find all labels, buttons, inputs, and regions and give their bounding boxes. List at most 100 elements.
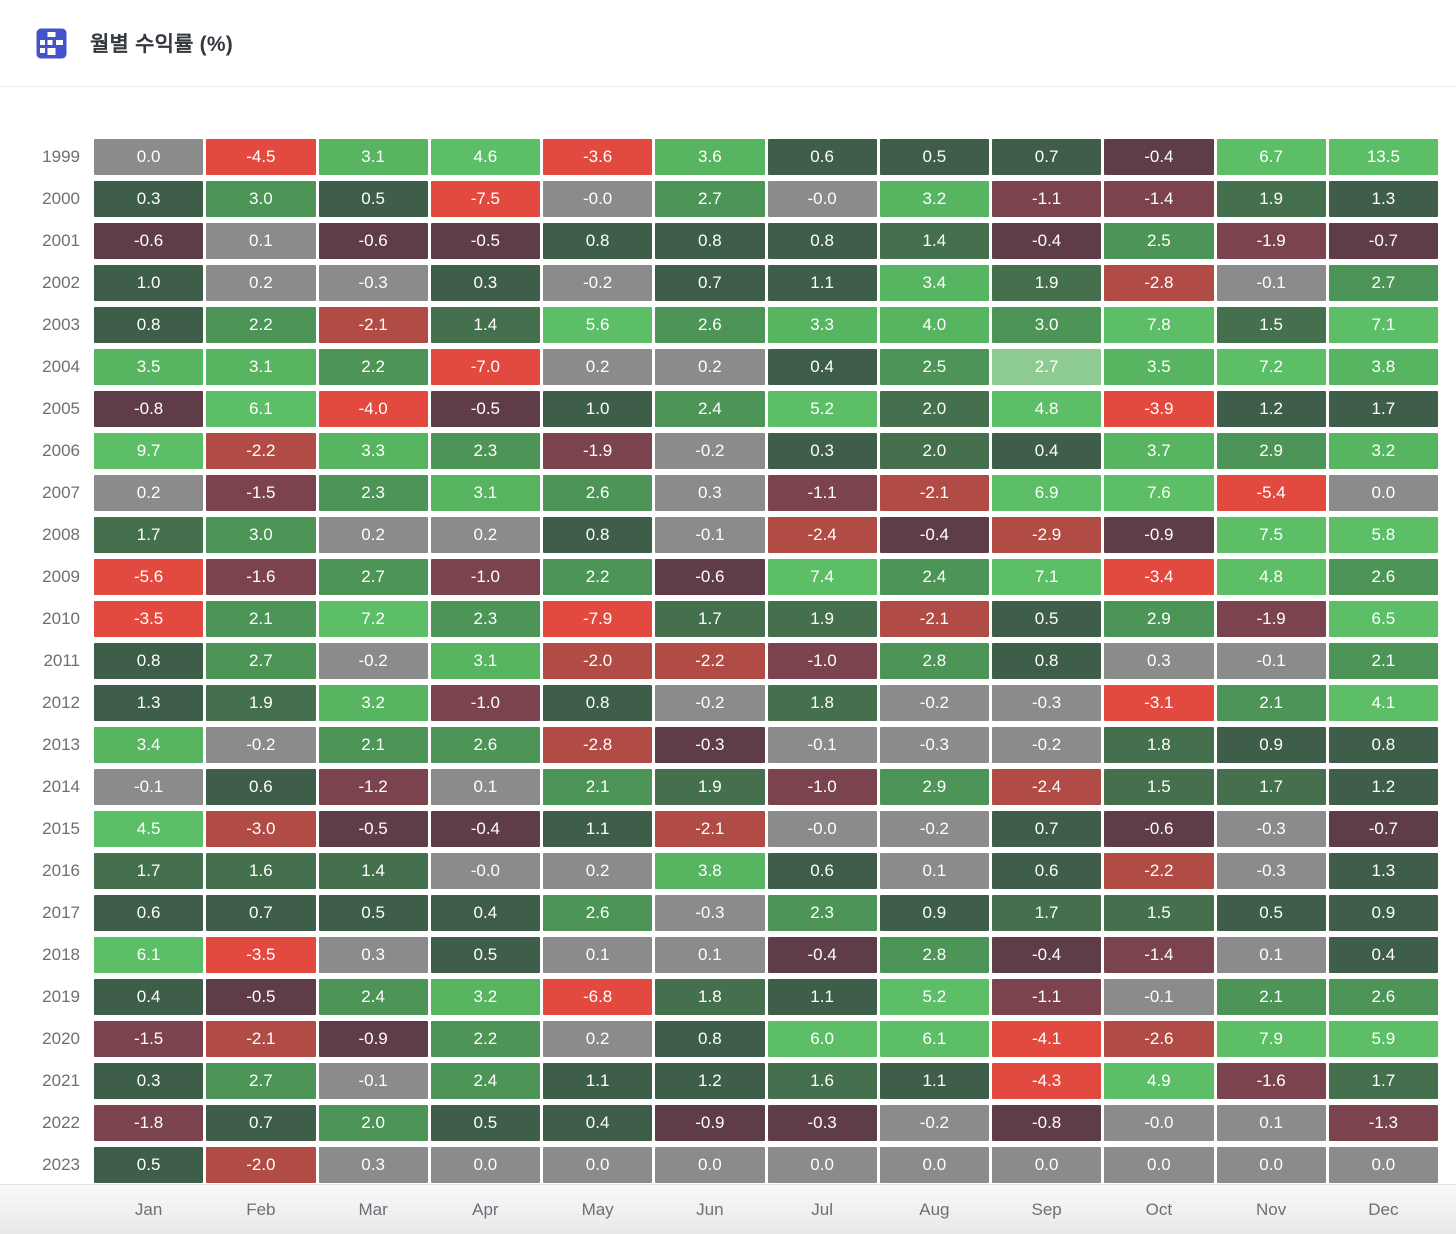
heatmap-cell[interactable]: -4.0 <box>318 391 428 427</box>
heatmap-cell[interactable]: 2.6 <box>1328 979 1438 1015</box>
heatmap-cell[interactable]: -1.4 <box>1104 181 1214 217</box>
heatmap-cell[interactable]: 2.2 <box>318 349 428 385</box>
heatmap-cell[interactable]: 4.8 <box>992 391 1102 427</box>
heatmap-cell[interactable]: 0.2 <box>94 475 204 511</box>
heatmap-cell[interactable]: -1.9 <box>1216 223 1326 259</box>
heatmap-cell[interactable]: -0.1 <box>1216 643 1326 679</box>
heatmap-cell[interactable]: -3.1 <box>1104 685 1214 721</box>
heatmap-cell[interactable]: 0.3 <box>1104 643 1214 679</box>
heatmap-cell[interactable]: -0.2 <box>543 265 653 301</box>
heatmap-cell[interactable]: 2.1 <box>1328 643 1438 679</box>
heatmap-cell[interactable]: -0.5 <box>430 223 540 259</box>
heatmap-cell[interactable]: -0.5 <box>206 979 316 1015</box>
heatmap-cell[interactable]: 6.5 <box>1328 601 1438 637</box>
heatmap-cell[interactable]: 3.2 <box>879 181 989 217</box>
heatmap-cell[interactable]: -3.5 <box>94 601 204 637</box>
heatmap-cell[interactable]: 0.7 <box>206 1105 316 1141</box>
heatmap-cell[interactable]: 0.1 <box>655 937 765 973</box>
heatmap-cell[interactable]: 2.5 <box>879 349 989 385</box>
heatmap-cell[interactable]: 2.7 <box>206 643 316 679</box>
heatmap-cell[interactable]: -0.2 <box>879 811 989 847</box>
heatmap-cell[interactable]: 0.6 <box>94 895 204 931</box>
heatmap-cell[interactable]: 1.7 <box>94 517 204 553</box>
heatmap-cell[interactable]: -3.4 <box>1104 559 1214 595</box>
heatmap-cell[interactable]: 1.1 <box>543 1063 653 1099</box>
heatmap-cell[interactable]: 2.2 <box>206 307 316 343</box>
heatmap-cell[interactable]: 0.1 <box>1216 1105 1326 1141</box>
heatmap-cell[interactable]: -2.0 <box>206 1147 316 1183</box>
heatmap-cell[interactable]: 1.8 <box>655 979 765 1015</box>
heatmap-cell[interactable]: -4.3 <box>992 1063 1102 1099</box>
heatmap-cell[interactable]: 0.2 <box>206 265 316 301</box>
heatmap-cell[interactable]: 2.4 <box>879 559 989 595</box>
heatmap-cell[interactable]: 0.0 <box>655 1147 765 1183</box>
heatmap-cell[interactable]: -2.4 <box>992 769 1102 805</box>
heatmap-cell[interactable]: 0.2 <box>543 349 653 385</box>
heatmap-cell[interactable]: -2.2 <box>206 433 316 469</box>
heatmap-cell[interactable]: 1.9 <box>992 265 1102 301</box>
heatmap-cell[interactable]: 0.8 <box>543 685 653 721</box>
heatmap-cell[interactable]: -0.3 <box>992 685 1102 721</box>
heatmap-cell[interactable]: 0.6 <box>767 139 877 175</box>
heatmap-cell[interactable]: 5.8 <box>1328 517 1438 553</box>
heatmap-cell[interactable]: -3.9 <box>1104 391 1214 427</box>
heatmap-cell[interactable]: -0.6 <box>1104 811 1214 847</box>
heatmap-cell[interactable]: -7.5 <box>430 181 540 217</box>
heatmap-cell[interactable]: 0.3 <box>94 181 204 217</box>
heatmap-cell[interactable]: 2.0 <box>879 433 989 469</box>
heatmap-cell[interactable]: 3.6 <box>655 139 765 175</box>
heatmap-cell[interactable]: -1.0 <box>430 559 540 595</box>
heatmap-cell[interactable]: -0.3 <box>1216 853 1326 889</box>
heatmap-cell[interactable]: -2.2 <box>655 643 765 679</box>
heatmap-cell[interactable]: -1.0 <box>767 643 877 679</box>
heatmap-cell[interactable]: 2.3 <box>767 895 877 931</box>
heatmap-cell[interactable]: 2.3 <box>430 433 540 469</box>
heatmap-cell[interactable]: 1.5 <box>1104 895 1214 931</box>
heatmap-cell[interactable]: 3.1 <box>430 475 540 511</box>
heatmap-cell[interactable]: 2.3 <box>430 601 540 637</box>
heatmap-cell[interactable]: 1.2 <box>1328 769 1438 805</box>
heatmap-cell[interactable]: -0.1 <box>767 727 877 763</box>
heatmap-cell[interactable]: -1.8 <box>94 1105 204 1141</box>
heatmap-cell[interactable]: -1.0 <box>430 685 540 721</box>
heatmap-cell[interactable]: 2.7 <box>655 181 765 217</box>
heatmap-cell[interactable]: 0.3 <box>767 433 877 469</box>
heatmap-cell[interactable]: 2.6 <box>543 475 653 511</box>
heatmap-cell[interactable]: -0.8 <box>94 391 204 427</box>
heatmap-cell[interactable]: -0.4 <box>879 517 989 553</box>
heatmap-cell[interactable]: -1.6 <box>206 559 316 595</box>
heatmap-cell[interactable]: 1.9 <box>1216 181 1326 217</box>
heatmap-cell[interactable]: 4.1 <box>1328 685 1438 721</box>
heatmap-cell[interactable]: 1.2 <box>655 1063 765 1099</box>
heatmap-cell[interactable]: 0.3 <box>655 475 765 511</box>
heatmap-cell[interactable]: 1.5 <box>1104 769 1214 805</box>
heatmap-cell[interactable]: 3.1 <box>318 139 428 175</box>
heatmap-cell[interactable]: 0.5 <box>1216 895 1326 931</box>
heatmap-cell[interactable]: 7.5 <box>1216 517 1326 553</box>
heatmap-cell[interactable]: 5.2 <box>879 979 989 1015</box>
heatmap-cell[interactable]: 3.8 <box>655 853 765 889</box>
heatmap-cell[interactable]: -0.5 <box>430 391 540 427</box>
heatmap-cell[interactable]: -1.6 <box>1216 1063 1326 1099</box>
heatmap-cell[interactable]: 3.5 <box>94 349 204 385</box>
heatmap-cell[interactable]: 0.0 <box>430 1147 540 1183</box>
heatmap-cell[interactable]: 0.3 <box>94 1063 204 1099</box>
heatmap-cell[interactable]: 0.1 <box>543 937 653 973</box>
heatmap-cell[interactable]: 0.0 <box>543 1147 653 1183</box>
heatmap-cell[interactable]: 0.8 <box>543 223 653 259</box>
heatmap-cell[interactable]: 0.8 <box>655 1021 765 1057</box>
heatmap-cell[interactable]: -0.4 <box>992 223 1102 259</box>
heatmap-cell[interactable]: -2.6 <box>1104 1021 1214 1057</box>
heatmap-cell[interactable]: 0.5 <box>318 181 428 217</box>
heatmap-cell[interactable]: 0.7 <box>655 265 765 301</box>
heatmap-cell[interactable]: 0.4 <box>1328 937 1438 973</box>
heatmap-cell[interactable]: 0.7 <box>206 895 316 931</box>
heatmap-cell[interactable]: 1.7 <box>1328 1063 1438 1099</box>
heatmap-cell[interactable]: 0.4 <box>94 979 204 1015</box>
heatmap-cell[interactable]: 0.0 <box>1216 1147 1326 1183</box>
heatmap-cell[interactable]: -2.9 <box>992 517 1102 553</box>
heatmap-cell[interactable]: 3.0 <box>206 181 316 217</box>
heatmap-cell[interactable]: 0.2 <box>543 853 653 889</box>
heatmap-cell[interactable]: 6.0 <box>767 1021 877 1057</box>
heatmap-cell[interactable]: 3.2 <box>430 979 540 1015</box>
